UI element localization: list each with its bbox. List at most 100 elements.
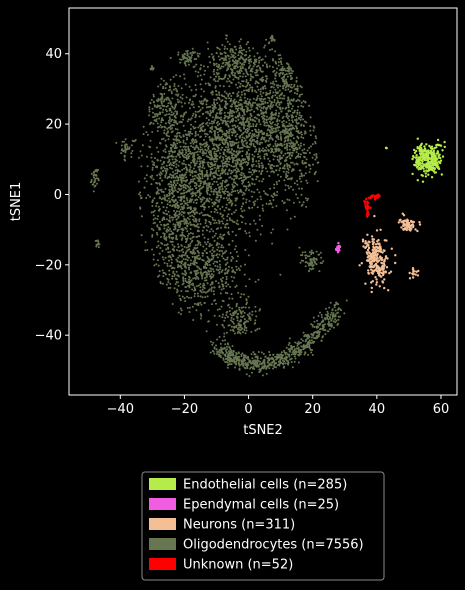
point-oligodendrocyte xyxy=(278,94,281,97)
point-oligodendrocyte xyxy=(205,243,208,246)
point-oligodendrocyte xyxy=(255,148,258,151)
point-oligodendrocyte xyxy=(179,176,182,179)
point-oligodendrocyte xyxy=(232,312,235,315)
point-oligodendrocyte xyxy=(231,124,234,127)
point-oligodendrocyte xyxy=(203,197,206,200)
point-oligodendrocyte xyxy=(283,351,286,354)
point-oligodendrocyte xyxy=(172,112,175,115)
point-oligodendrocyte xyxy=(179,299,182,302)
point-oligodendrocyte xyxy=(233,185,236,188)
point-oligodendrocyte xyxy=(161,156,164,159)
point-oligodendrocyte xyxy=(221,130,224,133)
point-oligodendrocyte xyxy=(241,150,244,153)
point-oligodendrocyte xyxy=(238,49,241,52)
point-oligodendrocyte xyxy=(258,155,261,158)
point-oligodendrocyte xyxy=(182,141,185,144)
point-oligodendrocyte xyxy=(220,135,223,138)
point-oligodendrocyte xyxy=(198,188,201,191)
point-oligodendrocyte xyxy=(267,157,270,160)
point-oligodendrocyte xyxy=(189,128,192,131)
point-oligodendrocyte xyxy=(176,179,179,182)
point-oligodendrocyte xyxy=(235,83,237,86)
point-oligodendrocyte xyxy=(312,316,315,319)
point-oligodendrocyte xyxy=(255,355,258,358)
point-oligodendrocyte xyxy=(250,125,252,128)
point-oligodendrocyte xyxy=(210,178,213,181)
point-oligodendrocyte xyxy=(228,132,230,135)
point-oligodendrocyte xyxy=(279,85,282,87)
point-oligodendrocyte xyxy=(231,55,234,58)
point-oligodendrocyte xyxy=(221,324,224,327)
point-oligodendrocyte xyxy=(228,114,231,117)
point-oligodendrocyte xyxy=(296,163,299,166)
point-oligodendrocyte xyxy=(215,153,217,156)
point-oligodendrocyte xyxy=(313,153,316,156)
point-oligodendrocyte xyxy=(216,261,219,264)
point-oligodendrocyte xyxy=(267,163,270,166)
point-oligodendrocyte xyxy=(280,67,283,70)
point-oligodendrocyte xyxy=(260,98,263,100)
point-oligodendrocyte xyxy=(184,83,187,86)
point-oligodendrocyte xyxy=(164,108,167,111)
point-oligodendrocyte xyxy=(246,313,249,316)
point-oligodendrocyte xyxy=(291,161,294,164)
point-oligodendrocyte xyxy=(140,215,143,218)
point-oligodendrocyte xyxy=(279,167,282,170)
point-oligodendrocyte xyxy=(246,155,249,158)
point-oligodendrocyte xyxy=(154,217,157,220)
point-oligodendrocyte xyxy=(193,289,196,292)
point-oligodendrocyte xyxy=(232,100,235,102)
point-oligodendrocyte xyxy=(260,130,263,133)
point-oligodendrocyte xyxy=(258,147,261,150)
point-oligodendrocyte xyxy=(185,222,188,225)
point-oligodendrocyte xyxy=(195,187,198,190)
point-oligodendrocyte xyxy=(260,172,263,175)
point-oligodendrocyte xyxy=(257,365,260,368)
point-oligodendrocyte xyxy=(267,148,270,151)
point-oligodendrocyte xyxy=(296,85,299,88)
point-oligodendrocyte xyxy=(171,118,174,121)
point-oligodendrocyte xyxy=(158,208,161,210)
point-oligodendrocyte xyxy=(167,121,170,124)
point-oligodendrocyte xyxy=(237,223,239,226)
point-oligodendrocyte xyxy=(174,184,177,186)
point-oligodendrocyte xyxy=(251,129,254,132)
point-oligodendrocyte xyxy=(216,211,219,214)
point-oligodendrocyte xyxy=(191,100,194,103)
point-oligodendrocyte xyxy=(248,231,251,234)
point-oligodendrocyte xyxy=(226,172,229,175)
point-oligodendrocyte xyxy=(286,139,289,142)
point-oligodendrocyte xyxy=(291,366,294,369)
point-oligodendrocyte xyxy=(289,157,292,160)
point-oligodendrocyte xyxy=(285,128,288,131)
point-oligodendrocyte xyxy=(248,122,251,125)
point-oligodendrocyte xyxy=(230,81,233,84)
point-oligodendrocyte xyxy=(223,57,225,60)
point-oligodendrocyte xyxy=(222,165,225,168)
point-oligodendrocyte xyxy=(188,218,191,221)
point-oligodendrocyte xyxy=(254,200,257,203)
point-oligodendrocyte xyxy=(222,300,225,303)
point-oligodendrocyte xyxy=(197,156,200,159)
point-oligodendrocyte xyxy=(168,273,171,276)
point-oligodendrocyte xyxy=(208,136,211,138)
point-oligodendrocyte xyxy=(263,85,266,87)
point-oligodendrocyte xyxy=(180,174,183,177)
point-oligodendrocyte xyxy=(230,259,233,261)
point-oligodendrocyte xyxy=(185,290,187,293)
point-oligodendrocyte xyxy=(176,128,179,131)
point-oligodendrocyte xyxy=(199,243,202,246)
point-oligodendrocyte xyxy=(226,261,229,264)
point-oligodendrocyte xyxy=(211,140,214,143)
point-oligodendrocyte xyxy=(242,306,245,309)
point-oligodendrocyte xyxy=(206,65,209,68)
point-oligodendrocyte xyxy=(286,125,289,128)
point-oligodendrocyte xyxy=(303,335,306,338)
point-oligodendrocyte xyxy=(213,119,216,122)
point-oligodendrocyte xyxy=(242,144,245,147)
point-oligodendrocyte xyxy=(248,128,251,131)
point-oligodendrocyte xyxy=(201,123,203,126)
point-oligodendrocyte xyxy=(145,131,148,134)
point-oligodendrocyte xyxy=(174,212,177,214)
point-oligodendrocyte xyxy=(163,194,166,197)
